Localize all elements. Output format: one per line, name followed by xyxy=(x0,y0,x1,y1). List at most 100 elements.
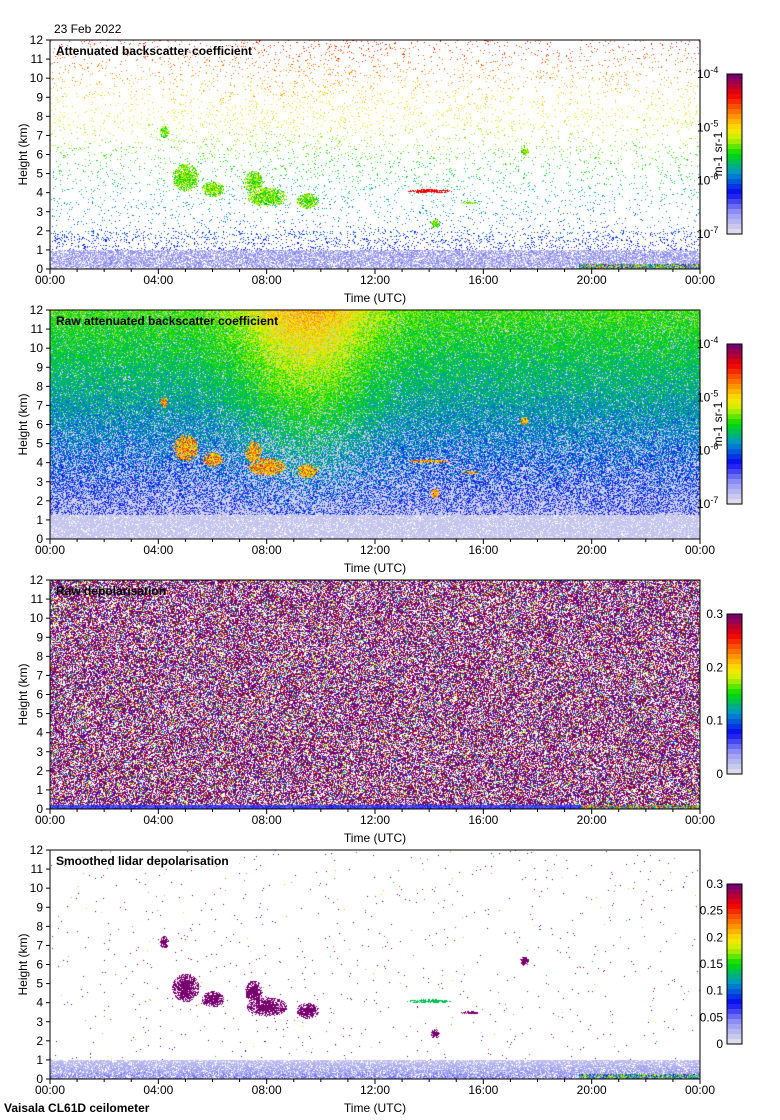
colorbar-segment xyxy=(727,1034,742,1040)
x-tick-label: 08:00 xyxy=(252,1083,282,1097)
colorbar-segment xyxy=(727,144,742,150)
y-tick-label: 10 xyxy=(30,881,44,895)
x-tick-label: 16:00 xyxy=(468,273,498,287)
x-axis-label: Time (UTC) xyxy=(344,1101,406,1115)
x-tick-label: 08:00 xyxy=(252,543,282,557)
colorbar-segment xyxy=(727,759,742,765)
y-tick-label: 10 xyxy=(30,71,44,85)
colorbar-tick-label: 10-4 xyxy=(697,65,718,81)
colorbar-segment xyxy=(727,209,742,215)
tick-exponent: -4 xyxy=(710,65,718,75)
x-tick-label: 00:00 xyxy=(685,273,715,287)
colorbar-segment xyxy=(727,194,742,200)
colorbar-segment xyxy=(727,729,742,735)
x-tick-label: 04:00 xyxy=(143,1083,173,1097)
colorbar-segment xyxy=(727,479,742,485)
y-tick-label: 3 xyxy=(36,1015,43,1029)
colorbar-segment xyxy=(727,669,742,675)
colorbar-tick-label: 10-4 xyxy=(697,335,718,351)
y-tick-label: 10 xyxy=(30,611,44,625)
colorbar-segment xyxy=(727,384,742,390)
x-tick-label: 16:00 xyxy=(468,1083,498,1097)
colorbar-segment xyxy=(727,984,742,990)
y-tick-label: 12 xyxy=(30,303,44,317)
colorbar-segment xyxy=(727,444,742,450)
colorbar-segment xyxy=(727,709,742,715)
colorbar-segment xyxy=(727,119,742,125)
y-tick-label: 12 xyxy=(30,843,44,857)
colorbar-segment xyxy=(727,1019,742,1025)
colorbar-segment xyxy=(727,934,742,940)
colorbar-frame xyxy=(726,613,743,775)
y-tick-label: 5 xyxy=(36,707,43,721)
colorbar-segment xyxy=(727,904,742,910)
colorbar-segment xyxy=(727,974,742,980)
colorbar-segment xyxy=(727,174,742,180)
x-tick-label: 20:00 xyxy=(577,273,607,287)
y-tick-label: 1 xyxy=(36,243,43,257)
y-tick-label: 2 xyxy=(36,224,43,238)
colorbar-segment xyxy=(727,374,742,380)
colorbar-segment xyxy=(727,899,742,905)
colorbar-segment xyxy=(727,1004,742,1010)
colorbar-segment xyxy=(727,149,742,155)
colorbar-segment xyxy=(727,689,742,695)
colorbar-segment xyxy=(727,379,742,385)
x-tick-label: 04:00 xyxy=(143,273,173,287)
y-tick-label: 0 xyxy=(36,1072,43,1086)
colorbar-segment xyxy=(727,999,742,1005)
colorbar-segment xyxy=(727,914,742,920)
y-tick-label: 8 xyxy=(36,919,43,933)
colorbar-segment xyxy=(727,404,742,410)
x-tick-label: 16:00 xyxy=(468,543,498,557)
y-tick-label: 9 xyxy=(36,360,43,374)
y-tick-label: 9 xyxy=(36,90,43,104)
colorbar-segment xyxy=(727,224,742,230)
colorbar-segment xyxy=(727,949,742,955)
panel-1-heatmap xyxy=(50,40,700,269)
colorbar-segment xyxy=(727,214,742,220)
x-tick-label: 00:00 xyxy=(685,543,715,557)
colorbar-segment xyxy=(727,439,742,445)
y-tick-label: 1 xyxy=(36,783,43,797)
y-tick-label: 2 xyxy=(36,764,43,778)
y-tick-label: 10 xyxy=(30,341,44,355)
y-tick-label: 6 xyxy=(36,418,43,432)
colorbar-segment xyxy=(727,659,742,665)
colorbar-segment xyxy=(727,154,742,160)
colorbar-tick-label: 0 xyxy=(716,1037,723,1051)
panel-3-heatmap xyxy=(50,580,700,809)
colorbar-segment xyxy=(727,424,742,430)
y-tick-label: 11 xyxy=(31,862,44,876)
colorbar-segment xyxy=(727,679,742,685)
colorbar-segment xyxy=(727,909,742,915)
y-tick-label: 4 xyxy=(36,996,43,1010)
colorbar-segment xyxy=(727,664,742,670)
colorbar: 0.3 0.2 0.1 0 xyxy=(706,607,743,781)
colorbar-tick-label: 0.05 xyxy=(700,1010,724,1024)
x-tick-label: 12:00 xyxy=(360,813,390,827)
colorbar-segment xyxy=(727,744,742,750)
y-tick-label: 7 xyxy=(36,398,43,412)
tick-exponent: -6 xyxy=(710,172,718,182)
colorbar-segment xyxy=(727,644,742,650)
y-tick-label: 6 xyxy=(36,688,43,702)
colorbar-segment xyxy=(727,104,742,110)
colorbar-segment xyxy=(727,704,742,710)
colorbar-tick-label: 0.1 xyxy=(706,714,723,728)
panel-2-heatmap xyxy=(50,310,700,539)
tick-exponent: -5 xyxy=(710,388,718,398)
y-tick-label: 4 xyxy=(36,456,43,470)
colorbar-unit-label: m-1 sr-1 xyxy=(711,131,725,176)
colorbar-segment xyxy=(727,654,742,660)
colorbar-segment xyxy=(727,409,742,415)
x-tick-label: 16:00 xyxy=(468,813,498,827)
colorbar-segment xyxy=(727,354,742,360)
colorbar-segment xyxy=(727,719,742,725)
colorbar-segment xyxy=(727,434,742,440)
colorbar-tick-label: 0.25 xyxy=(700,904,724,918)
x-tick-label: 20:00 xyxy=(577,1083,607,1097)
tick-exponent: -7 xyxy=(710,225,718,235)
colorbar-segment xyxy=(727,369,742,375)
colorbar-segment xyxy=(727,489,742,495)
